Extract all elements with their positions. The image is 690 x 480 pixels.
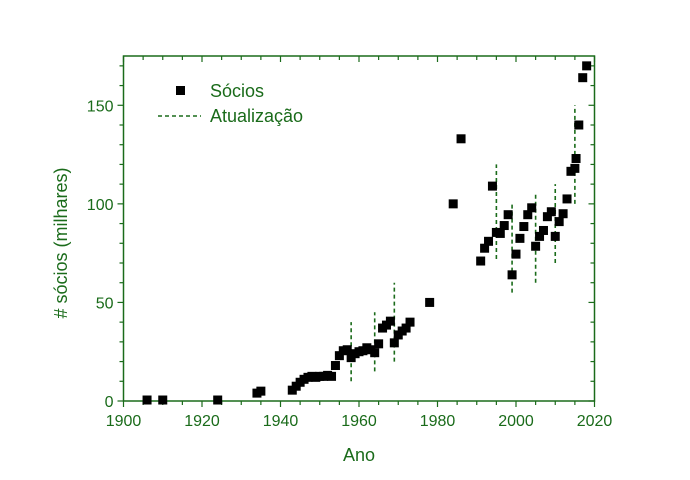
data-point-square bbox=[523, 210, 533, 220]
data-point-square bbox=[401, 323, 411, 333]
x-tick-label: 1920 bbox=[184, 413, 220, 430]
data-point-square bbox=[385, 316, 395, 326]
data-point-square bbox=[535, 231, 545, 241]
x-tick-label: 2000 bbox=[498, 413, 534, 430]
x-tick-label: 1960 bbox=[341, 413, 377, 430]
data-point-square bbox=[503, 210, 513, 220]
tick-labels: 1900 1920 1940 1960 1980 2000 2020 0 50 100 150 bbox=[87, 98, 613, 430]
data-point-square bbox=[546, 207, 556, 217]
data-point-square bbox=[499, 221, 509, 231]
x-tick-label: 2020 bbox=[577, 413, 613, 430]
y-tick-label: 150 bbox=[87, 98, 114, 115]
data-point-square bbox=[374, 339, 384, 349]
data-point-square bbox=[334, 351, 344, 361]
data-point-square bbox=[538, 225, 548, 235]
data-point-square bbox=[342, 345, 352, 355]
data-point-square bbox=[425, 297, 435, 307]
data-point-square bbox=[554, 217, 564, 227]
data-point-square bbox=[213, 395, 223, 405]
data-point-square bbox=[515, 233, 525, 243]
legend-label-socios: Sócios bbox=[210, 81, 264, 101]
data-point-square bbox=[571, 154, 581, 164]
data-point-square bbox=[582, 61, 592, 71]
legend-label-atualizacao: Atualização bbox=[210, 106, 303, 126]
data-point-square bbox=[456, 134, 466, 144]
x-tick-label: 1900 bbox=[106, 413, 142, 430]
data-markers bbox=[142, 61, 592, 405]
axis-ticks bbox=[117, 56, 596, 407]
y-tick-label: 50 bbox=[96, 295, 114, 312]
data-point-square bbox=[484, 236, 494, 246]
legend-square-marker-icon bbox=[176, 86, 185, 95]
data-point-square bbox=[511, 249, 521, 259]
data-point-square bbox=[578, 73, 588, 83]
data-point-square bbox=[570, 163, 580, 173]
data-point-square bbox=[389, 338, 399, 348]
data-point-square bbox=[476, 256, 486, 266]
data-point-square bbox=[495, 228, 505, 238]
data-point-square bbox=[527, 203, 537, 213]
data-point-square bbox=[370, 348, 380, 358]
data-point-square bbox=[487, 181, 497, 191]
data-point-square bbox=[330, 361, 340, 371]
x-tick-label: 1980 bbox=[420, 413, 456, 430]
data-point-square bbox=[327, 371, 337, 381]
y-axis-title: # sócios (milhares) bbox=[51, 167, 71, 318]
x-axis-title: Ano bbox=[343, 445, 375, 465]
x-tick-label: 1940 bbox=[263, 413, 299, 430]
data-point-square bbox=[574, 120, 584, 130]
data-point-square bbox=[405, 317, 415, 327]
data-point-square bbox=[531, 241, 541, 251]
data-point-square bbox=[256, 386, 266, 396]
data-point-square bbox=[542, 212, 552, 222]
data-point-square bbox=[158, 395, 168, 405]
data-point-square bbox=[550, 231, 560, 241]
legend: Sócios Atualização bbox=[158, 81, 303, 126]
data-point-square bbox=[558, 209, 568, 219]
data-point-square bbox=[562, 194, 572, 204]
data-point-square bbox=[480, 243, 490, 253]
data-point-square bbox=[142, 395, 152, 405]
update-dashed-lines bbox=[350, 105, 576, 382]
data-point-square bbox=[448, 199, 458, 209]
y-tick-label: 100 bbox=[87, 197, 114, 214]
data-point-square bbox=[507, 270, 517, 280]
y-tick-label: 0 bbox=[105, 394, 114, 411]
data-point-square bbox=[519, 222, 529, 232]
